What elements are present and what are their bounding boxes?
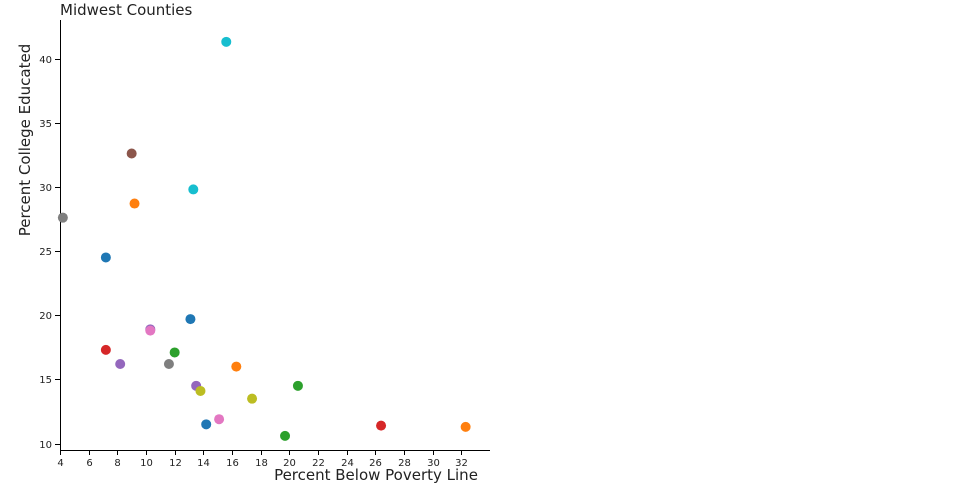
x-tick-label: 4	[57, 458, 63, 469]
data-points	[57, 36, 471, 441]
y-tick-label: 35	[39, 119, 52, 130]
x-tick-label: 14	[197, 458, 210, 469]
y-tick-label: 30	[39, 183, 52, 194]
x-tick-label: 6	[86, 458, 92, 469]
data-point[interactable]	[188, 184, 199, 195]
data-point[interactable]	[129, 198, 140, 209]
data-point[interactable]	[231, 361, 242, 372]
data-point[interactable]	[214, 414, 225, 425]
data-point[interactable]	[115, 359, 126, 369]
data-point[interactable]	[100, 344, 111, 355]
data-point[interactable]	[100, 252, 111, 263]
data-point[interactable]	[195, 385, 206, 396]
data-point[interactable]	[460, 421, 471, 432]
y-axis-title: Percent College Educated	[16, 44, 34, 237]
x-tick-label: 26	[369, 458, 382, 469]
x-tick-label: 22	[312, 458, 325, 469]
data-point[interactable]	[201, 419, 212, 430]
y-tick-label: 15	[39, 375, 52, 386]
x-ticks: 4 6 8 10 12 14 16 18 20 22 24 26 28 30 32	[57, 450, 468, 469]
x-tick-label: 18	[255, 458, 268, 469]
y-tick-label: 25	[39, 247, 52, 258]
data-point[interactable]	[126, 148, 137, 159]
data-point[interactable]	[145, 325, 156, 336]
x-tick-label: 16	[226, 458, 239, 469]
y-axis: 10 15 20 25 30 35 40	[39, 20, 61, 451]
data-point[interactable]	[163, 359, 174, 369]
x-tick-label: 20	[283, 458, 296, 469]
data-point[interactable]	[57, 212, 68, 223]
x-axis: 4 6 8 10 12 14 16 18 20 22 24 26 28 30 32	[57, 450, 490, 469]
y-ticks: 10 15 20 25 30 35 40	[39, 55, 60, 451]
chart-title: Midwest Counties	[60, 1, 193, 19]
x-tick-label: 28	[398, 458, 411, 469]
y-tick-label: 40	[39, 55, 52, 66]
data-point[interactable]	[169, 347, 180, 358]
x-tick-label: 12	[169, 458, 182, 469]
y-tick-label: 20	[39, 311, 52, 322]
data-point[interactable]	[221, 36, 232, 47]
data-point[interactable]	[280, 430, 291, 441]
x-tick-label: 24	[341, 458, 354, 469]
y-tick-label: 10	[39, 440, 52, 451]
x-tick-label: 32	[455, 458, 468, 469]
x-tick-label: 10	[140, 458, 153, 469]
data-point[interactable]	[247, 393, 258, 404]
x-axis-title: Percent Below Poverty Line	[274, 466, 478, 484]
data-point[interactable]	[376, 420, 387, 431]
data-point[interactable]	[185, 314, 196, 325]
x-tick-label: 30	[427, 458, 440, 469]
x-tick-label: 8	[114, 458, 120, 469]
data-point[interactable]	[292, 380, 303, 391]
